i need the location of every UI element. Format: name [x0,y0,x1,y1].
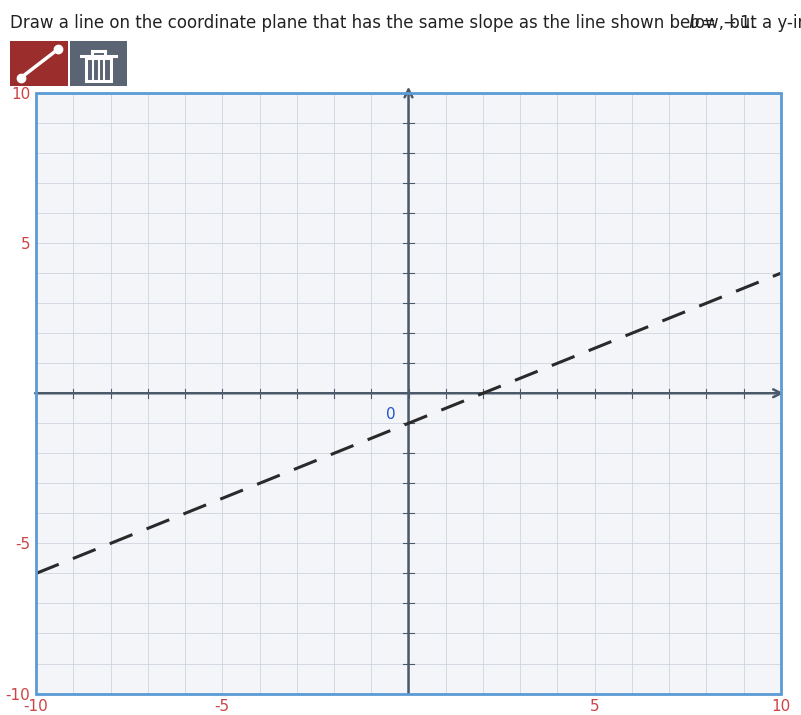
Text: Draw a line on the coordinate plane that has the same slope as the line shown be: Draw a line on the coordinate plane that… [10,14,801,32]
Text: $b = -1$.: $b = -1$. [688,14,755,32]
Text: 0: 0 [386,407,396,422]
